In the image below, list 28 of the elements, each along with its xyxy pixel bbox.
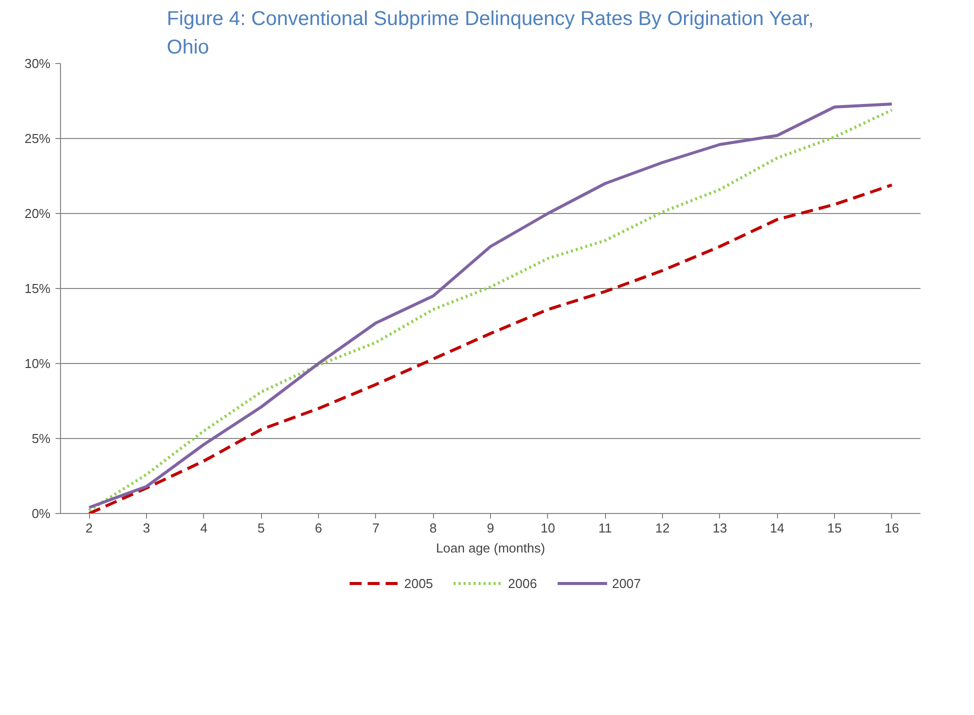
x-tick-label: 3 xyxy=(142,520,150,536)
legend-label: 2007 xyxy=(612,576,641,590)
y-tick-label: 10% xyxy=(24,356,51,371)
y-tick-label: 15% xyxy=(24,281,51,296)
y-tick-label: 30% xyxy=(24,56,51,71)
x-tick-label: 4 xyxy=(200,520,208,536)
x-tick-label: 7 xyxy=(372,520,380,536)
legend-label: 2006 xyxy=(508,576,537,590)
x-tick-label: 16 xyxy=(884,520,900,536)
y-tick-label: 0% xyxy=(32,506,51,521)
chart-title: Figure 4: Conventional Subprime Delinquency Rates By Origination Year, Ohio xyxy=(166,8,814,58)
y-tick-label: 20% xyxy=(24,206,51,221)
y-tick-label: 25% xyxy=(24,131,51,146)
x-tick-label: 5 xyxy=(258,520,265,536)
y-tick-label: 5% xyxy=(32,431,51,446)
x-tick-label: 6 xyxy=(314,520,322,536)
x-tick-label: 14 xyxy=(770,520,784,536)
x-tick-label: 9 xyxy=(486,520,494,536)
x-tick-label: 12 xyxy=(655,520,670,536)
x-axis-title: Loan age (months) xyxy=(436,540,546,556)
x-tick-label: 8 xyxy=(430,520,437,536)
x-tick-label: 10 xyxy=(540,520,556,536)
x-tick-label: 13 xyxy=(712,520,728,536)
line-series xyxy=(88,184,894,514)
legend-label: 2005 xyxy=(404,576,434,590)
x-tick-label: 2 xyxy=(86,520,93,536)
x-tick-label: 15 xyxy=(827,520,842,536)
x-tick-label: 11 xyxy=(598,520,612,536)
